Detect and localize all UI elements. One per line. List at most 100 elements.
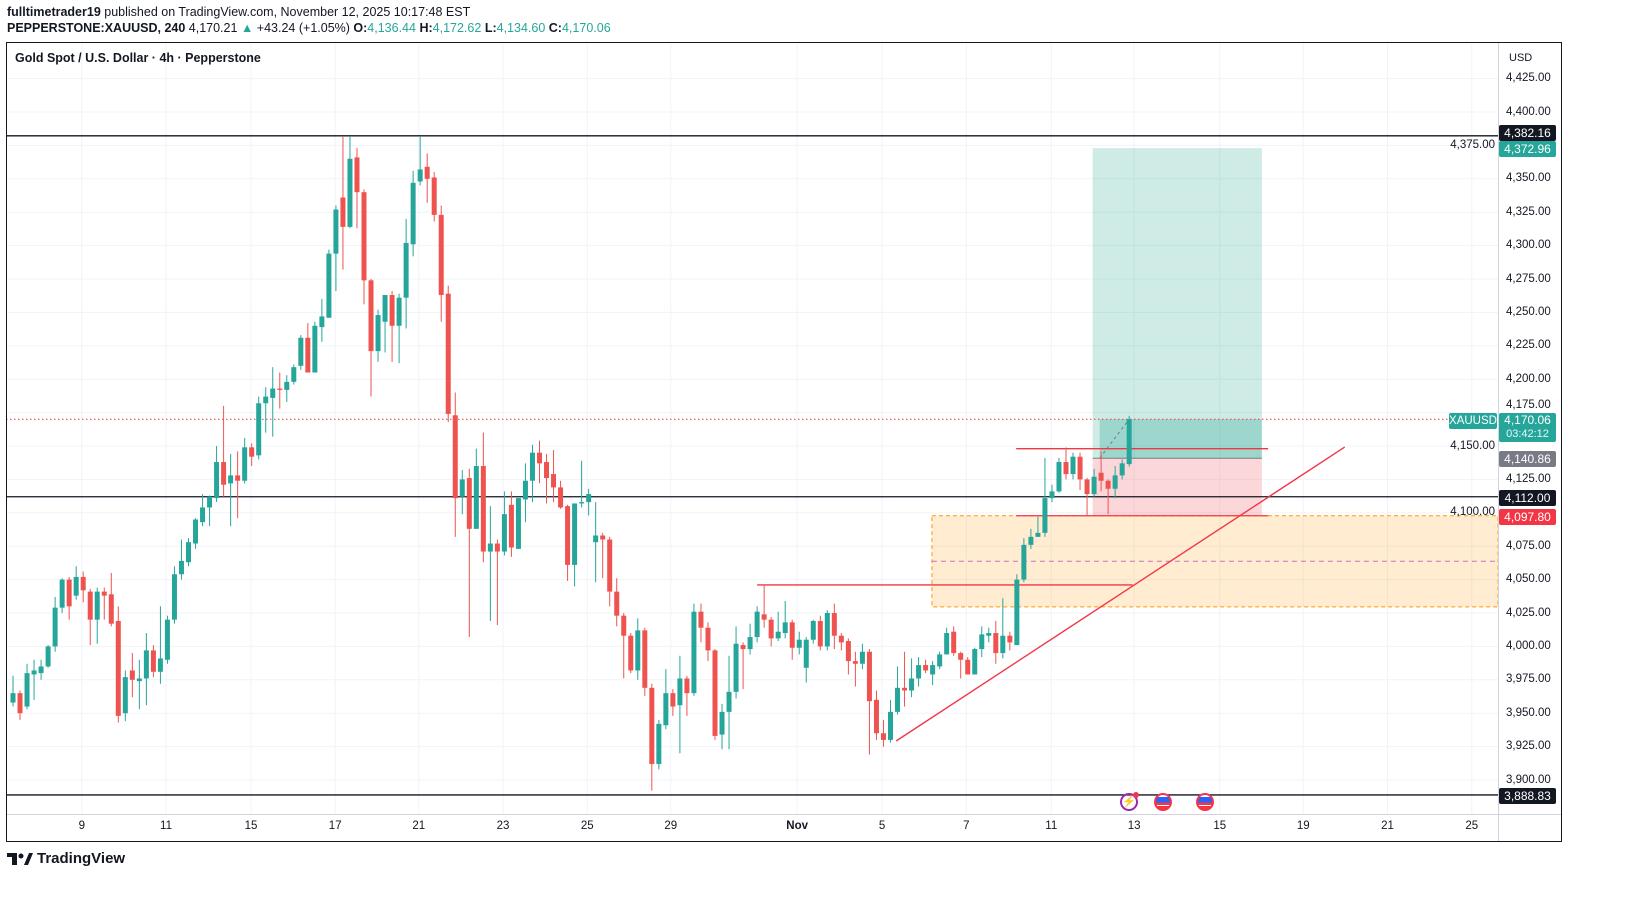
stop-price-badge: 4,097.80 bbox=[1499, 509, 1556, 525]
candle-bearish bbox=[642, 630, 648, 688]
long-position-progress-line bbox=[1099, 418, 1130, 459]
candle-bullish bbox=[347, 158, 353, 227]
candle-bearish bbox=[873, 699, 879, 734]
price-tick-label: 3,900.00 bbox=[1506, 773, 1551, 786]
time-tick-label: 15 bbox=[244, 820, 258, 832]
price-tick-label: 4,175.00 bbox=[1506, 399, 1551, 412]
candle-bearish bbox=[277, 388, 283, 390]
candle-bearish bbox=[221, 462, 227, 485]
candle-bearish bbox=[831, 613, 837, 636]
candle-bearish bbox=[101, 591, 107, 596]
time-tick-label: 29 bbox=[664, 820, 678, 832]
candle-bullish bbox=[972, 649, 978, 675]
price-tick-label: 4,150.00 bbox=[1450, 439, 1495, 452]
candle-bullish bbox=[1070, 456, 1076, 475]
candle-bearish bbox=[670, 693, 676, 707]
long-position-profit-zone bbox=[1092, 148, 1262, 459]
candle-bullish bbox=[333, 209, 339, 254]
lightning-event-icon[interactable]: ⚡ bbox=[1120, 792, 1139, 811]
author-name[interactable]: fulltimetrader19 bbox=[7, 5, 101, 19]
candle-bullish bbox=[31, 670, 37, 675]
time-tick-label: 25 bbox=[580, 820, 594, 832]
close-value: 4,170.06 bbox=[561, 21, 611, 35]
candle-bullish bbox=[382, 295, 388, 322]
candle-bullish bbox=[691, 611, 697, 694]
candle-bullish bbox=[1056, 462, 1062, 492]
candle-bullish bbox=[186, 542, 191, 563]
candle-bullish bbox=[228, 475, 234, 484]
us-flag-event-icon[interactable] bbox=[1196, 793, 1214, 811]
target-price-badge: 4,372.96 bbox=[1499, 141, 1556, 157]
candle-bullish bbox=[916, 665, 922, 679]
candle-bearish bbox=[1084, 479, 1090, 495]
candle-bullish bbox=[1119, 463, 1125, 476]
candle-bearish bbox=[565, 506, 571, 565]
triangle-up-icon: ▲ bbox=[240, 21, 254, 35]
level-price-badge: 4,112.00 bbox=[1499, 490, 1556, 506]
candle-bearish bbox=[551, 474, 557, 488]
chart-frame bbox=[6, 42, 1562, 842]
time-tick-label: 25 bbox=[1465, 820, 1479, 832]
candle-bullish bbox=[242, 447, 248, 481]
candle-bullish bbox=[803, 639, 809, 668]
price-tick-label: 4,425.00 bbox=[1506, 72, 1551, 85]
support-price-badge: 3,888.83 bbox=[1499, 788, 1556, 804]
candle-bearish bbox=[607, 539, 613, 592]
chart-plot-area[interactable] bbox=[6, 42, 1498, 814]
candle-bullish bbox=[375, 315, 381, 352]
candle-bearish bbox=[768, 619, 774, 639]
price-tick-label: 4,100.00 bbox=[1450, 506, 1495, 519]
price-change: +43.24 (+1.05%) bbox=[256, 21, 350, 35]
candle-bullish bbox=[656, 723, 662, 764]
candle-bullish bbox=[312, 325, 318, 373]
price-tick-label: 4,025.00 bbox=[1506, 606, 1551, 619]
tradingview-logo-icon bbox=[7, 852, 33, 865]
price-tick-label: 4,375.00 bbox=[1450, 138, 1495, 151]
candle-bearish bbox=[389, 295, 395, 326]
candle-bearish bbox=[129, 670, 135, 680]
candle-bullish bbox=[410, 182, 416, 245]
candle-bearish bbox=[368, 280, 374, 352]
tradingview-logo[interactable]: TradingView bbox=[7, 850, 125, 867]
candle-bearish bbox=[1098, 472, 1104, 481]
candle-bearish bbox=[558, 487, 564, 508]
tradingview-logo-text: TradingView bbox=[37, 850, 126, 867]
time-axis-border bbox=[6, 814, 1562, 815]
price-tick-label: 4,200.00 bbox=[1506, 372, 1551, 385]
us-flag-event-icon[interactable] bbox=[1154, 793, 1172, 811]
candle-bullish bbox=[501, 514, 507, 552]
candle-bearish bbox=[958, 653, 964, 660]
chart-legend-title: Gold Spot / U.S. Dollar · 4h · Peppersto… bbox=[15, 51, 261, 65]
candle-bullish bbox=[136, 678, 142, 682]
candle-bullish bbox=[214, 462, 220, 499]
candle-bearish bbox=[740, 645, 746, 650]
candle-bearish bbox=[845, 641, 851, 662]
candle-bearish bbox=[66, 579, 72, 607]
low-label: L: bbox=[484, 21, 497, 35]
high-label: H: bbox=[419, 21, 433, 35]
candle-bearish bbox=[537, 452, 542, 464]
candle-bearish bbox=[965, 659, 971, 675]
candle-bearish bbox=[452, 415, 458, 499]
close-label: C: bbox=[548, 21, 562, 35]
candle-bullish bbox=[38, 666, 44, 674]
candle-bearish bbox=[600, 535, 606, 540]
candle-bearish bbox=[1105, 480, 1111, 489]
candle-bearish bbox=[1077, 456, 1083, 480]
candle-bearish bbox=[438, 214, 444, 296]
candle-bullish bbox=[1091, 476, 1097, 495]
time-tick-label: 5 bbox=[878, 820, 886, 832]
candle-bullish bbox=[522, 480, 528, 500]
candle-bullish bbox=[529, 452, 535, 481]
candle-bearish bbox=[108, 594, 114, 624]
publish-info: fulltimetrader19 published on TradingVie… bbox=[7, 5, 470, 19]
currency-label[interactable]: USD bbox=[1509, 52, 1533, 64]
candle-bullish bbox=[888, 711, 893, 740]
time-tick-label: 21 bbox=[412, 820, 426, 832]
candle-bullish bbox=[1035, 532, 1041, 537]
candle-bullish bbox=[326, 253, 332, 318]
candle-bullish bbox=[396, 297, 402, 326]
candle-bearish bbox=[1063, 462, 1069, 475]
current-price: 4,170.06 bbox=[1504, 413, 1551, 427]
candle-bearish bbox=[698, 611, 704, 628]
